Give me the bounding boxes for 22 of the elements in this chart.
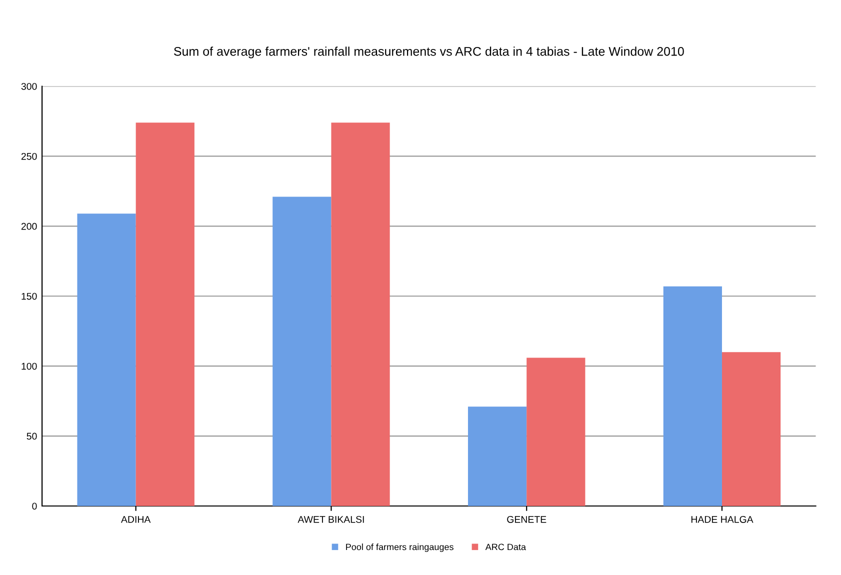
x-tick-label: AWET BIKALSI: [298, 516, 364, 523]
bar: [663, 286, 722, 506]
bar: [77, 214, 136, 506]
y-tick-label: 0: [32, 502, 37, 510]
y-tick-label: 50: [26, 432, 37, 440]
bar: [526, 358, 586, 506]
bar: [331, 122, 390, 506]
bar: [136, 122, 194, 506]
x-tick-label: ADIHA: [120, 516, 151, 523]
legend-label: Pool of farmers raingauges: [346, 544, 454, 552]
bar: [722, 352, 781, 506]
y-tick-label: 250: [21, 152, 37, 160]
y-tick-label: 150: [22, 292, 37, 300]
bar: [468, 406, 527, 506]
y-tick-label: 100: [22, 362, 37, 370]
x-tick-label: HADE HALGA: [691, 516, 754, 523]
legend-label: ARC Data: [485, 544, 526, 550]
chart-title: Sum of average farmers' rainfall measurements vs ARC data in 4 tabias - Late Window 2010: [174, 46, 684, 58]
bar: [272, 196, 332, 506]
x-tick-label: GENETE: [507, 516, 546, 523]
y-tick-label: 200: [21, 222, 37, 230]
y-tick-label: 300: [21, 82, 37, 90]
